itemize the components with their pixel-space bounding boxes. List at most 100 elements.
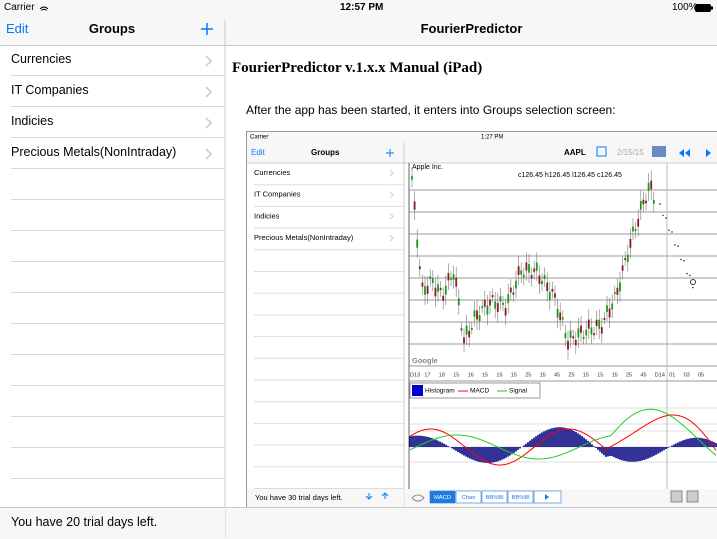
histogram-bar: [633, 447, 635, 462]
group-row[interactable]: Indicies: [11, 114, 53, 128]
histogram-bar: [453, 447, 455, 450]
forecast-dot: [674, 244, 676, 246]
histogram-bar: [665, 447, 667, 449]
nav-title: Groups: [80, 21, 144, 36]
group-row[interactable]: Currencies: [11, 52, 71, 66]
shot-text: c126.45 h126.45 l126.45 c126.45: [518, 172, 622, 179]
histogram-bar: [551, 428, 553, 447]
histogram-bar: [489, 447, 491, 463]
candle: [611, 304, 613, 310]
candle: [617, 288, 619, 295]
histogram-bar: [567, 429, 569, 447]
histogram-bar: [443, 444, 445, 447]
histogram-bar: [677, 443, 679, 447]
histogram-bar: [415, 436, 417, 447]
tab-label: Chan: [462, 495, 476, 501]
histogram-bar: [679, 442, 681, 447]
histogram-bar: [475, 447, 477, 461]
candle: [489, 300, 491, 306]
shot-text: D13: [410, 372, 420, 378]
candle: [541, 281, 543, 284]
shot-text: 25: [568, 372, 574, 378]
candle: [546, 283, 548, 292]
histogram-bar: [555, 427, 557, 447]
row-separator: [11, 416, 225, 417]
histogram-bar: [609, 447, 611, 456]
forecast-dot: [662, 215, 664, 217]
candle: [422, 283, 424, 287]
group-row[interactable]: IT Companies: [11, 83, 89, 97]
histogram-bar: [455, 447, 457, 451]
candle: [427, 286, 429, 294]
candle: [442, 296, 444, 301]
candle: [632, 227, 634, 232]
candle: [500, 296, 502, 301]
histogram-bar: [647, 447, 649, 459]
candle: [619, 282, 621, 291]
histogram-bar: [573, 431, 575, 447]
row-separator: [11, 261, 225, 262]
candle: [455, 278, 457, 287]
group-row[interactable]: Precious Metals(NonIntraday): [11, 145, 176, 159]
shot-text: 25: [525, 372, 531, 378]
histogram-bar: [433, 439, 435, 447]
edit-button[interactable]: Edit: [6, 21, 28, 36]
histogram-bar: [499, 447, 501, 461]
histogram-bar: [421, 436, 423, 447]
histogram-bar: [437, 441, 439, 447]
candle: [570, 330, 572, 337]
candle: [458, 298, 460, 305]
candle: [562, 317, 564, 319]
forecast-dot: [671, 231, 673, 233]
forecast-dot: [683, 260, 685, 262]
histogram-bar: [577, 433, 579, 447]
row-separator: [11, 447, 225, 448]
candle: [596, 320, 598, 326]
histogram-bar: [615, 447, 617, 458]
candle: [614, 292, 616, 294]
shot-text: 2/15/15: [617, 148, 644, 157]
candle: [453, 274, 455, 279]
row-separator: [11, 137, 225, 138]
histogram-bar: [595, 447, 597, 448]
row-separator: [11, 385, 225, 386]
histogram-bar: [639, 447, 641, 461]
histogram-bar: [653, 447, 655, 456]
histogram-bar: [439, 442, 441, 447]
histogram-bar: [671, 446, 673, 447]
candle: [557, 309, 559, 318]
candle: [539, 276, 541, 284]
forecast-dot: [665, 217, 667, 219]
histogram-bar: [673, 445, 675, 447]
histogram-bar: [505, 447, 507, 458]
histogram-bar: [503, 447, 505, 459]
candle: [528, 264, 530, 272]
histogram-bar: [695, 438, 697, 447]
histogram-bar: [519, 447, 521, 448]
histogram-bar: [691, 438, 693, 447]
candle: [416, 240, 418, 248]
histogram-bar: [451, 447, 453, 448]
candle: [593, 333, 595, 335]
shot-text: 45: [554, 372, 560, 378]
histogram-bar: [441, 443, 443, 447]
shot-text: Carrier: [250, 135, 268, 141]
shot-row: Currencies: [254, 168, 291, 177]
tab-label: BB%Bl: [511, 495, 529, 501]
candle: [598, 320, 600, 329]
row-separator: [11, 75, 225, 76]
candle: [518, 266, 520, 275]
candle: [474, 310, 476, 316]
histogram-bar: [617, 447, 619, 459]
histogram-bar: [597, 447, 599, 450]
shot-text: Apple Inc.: [412, 164, 443, 171]
candle: [487, 306, 489, 315]
histogram-bar: [493, 447, 495, 462]
histogram-bar: [645, 447, 647, 459]
manual-heading: FourierPredictor v.1.x.x Manual (iPad): [232, 60, 482, 77]
candle: [635, 229, 637, 231]
trial-text: You have 20 trial days left.: [11, 515, 157, 529]
histogram-bar: [613, 447, 615, 457]
shot-text: 15: [453, 372, 459, 378]
histogram-bar: [591, 444, 593, 447]
